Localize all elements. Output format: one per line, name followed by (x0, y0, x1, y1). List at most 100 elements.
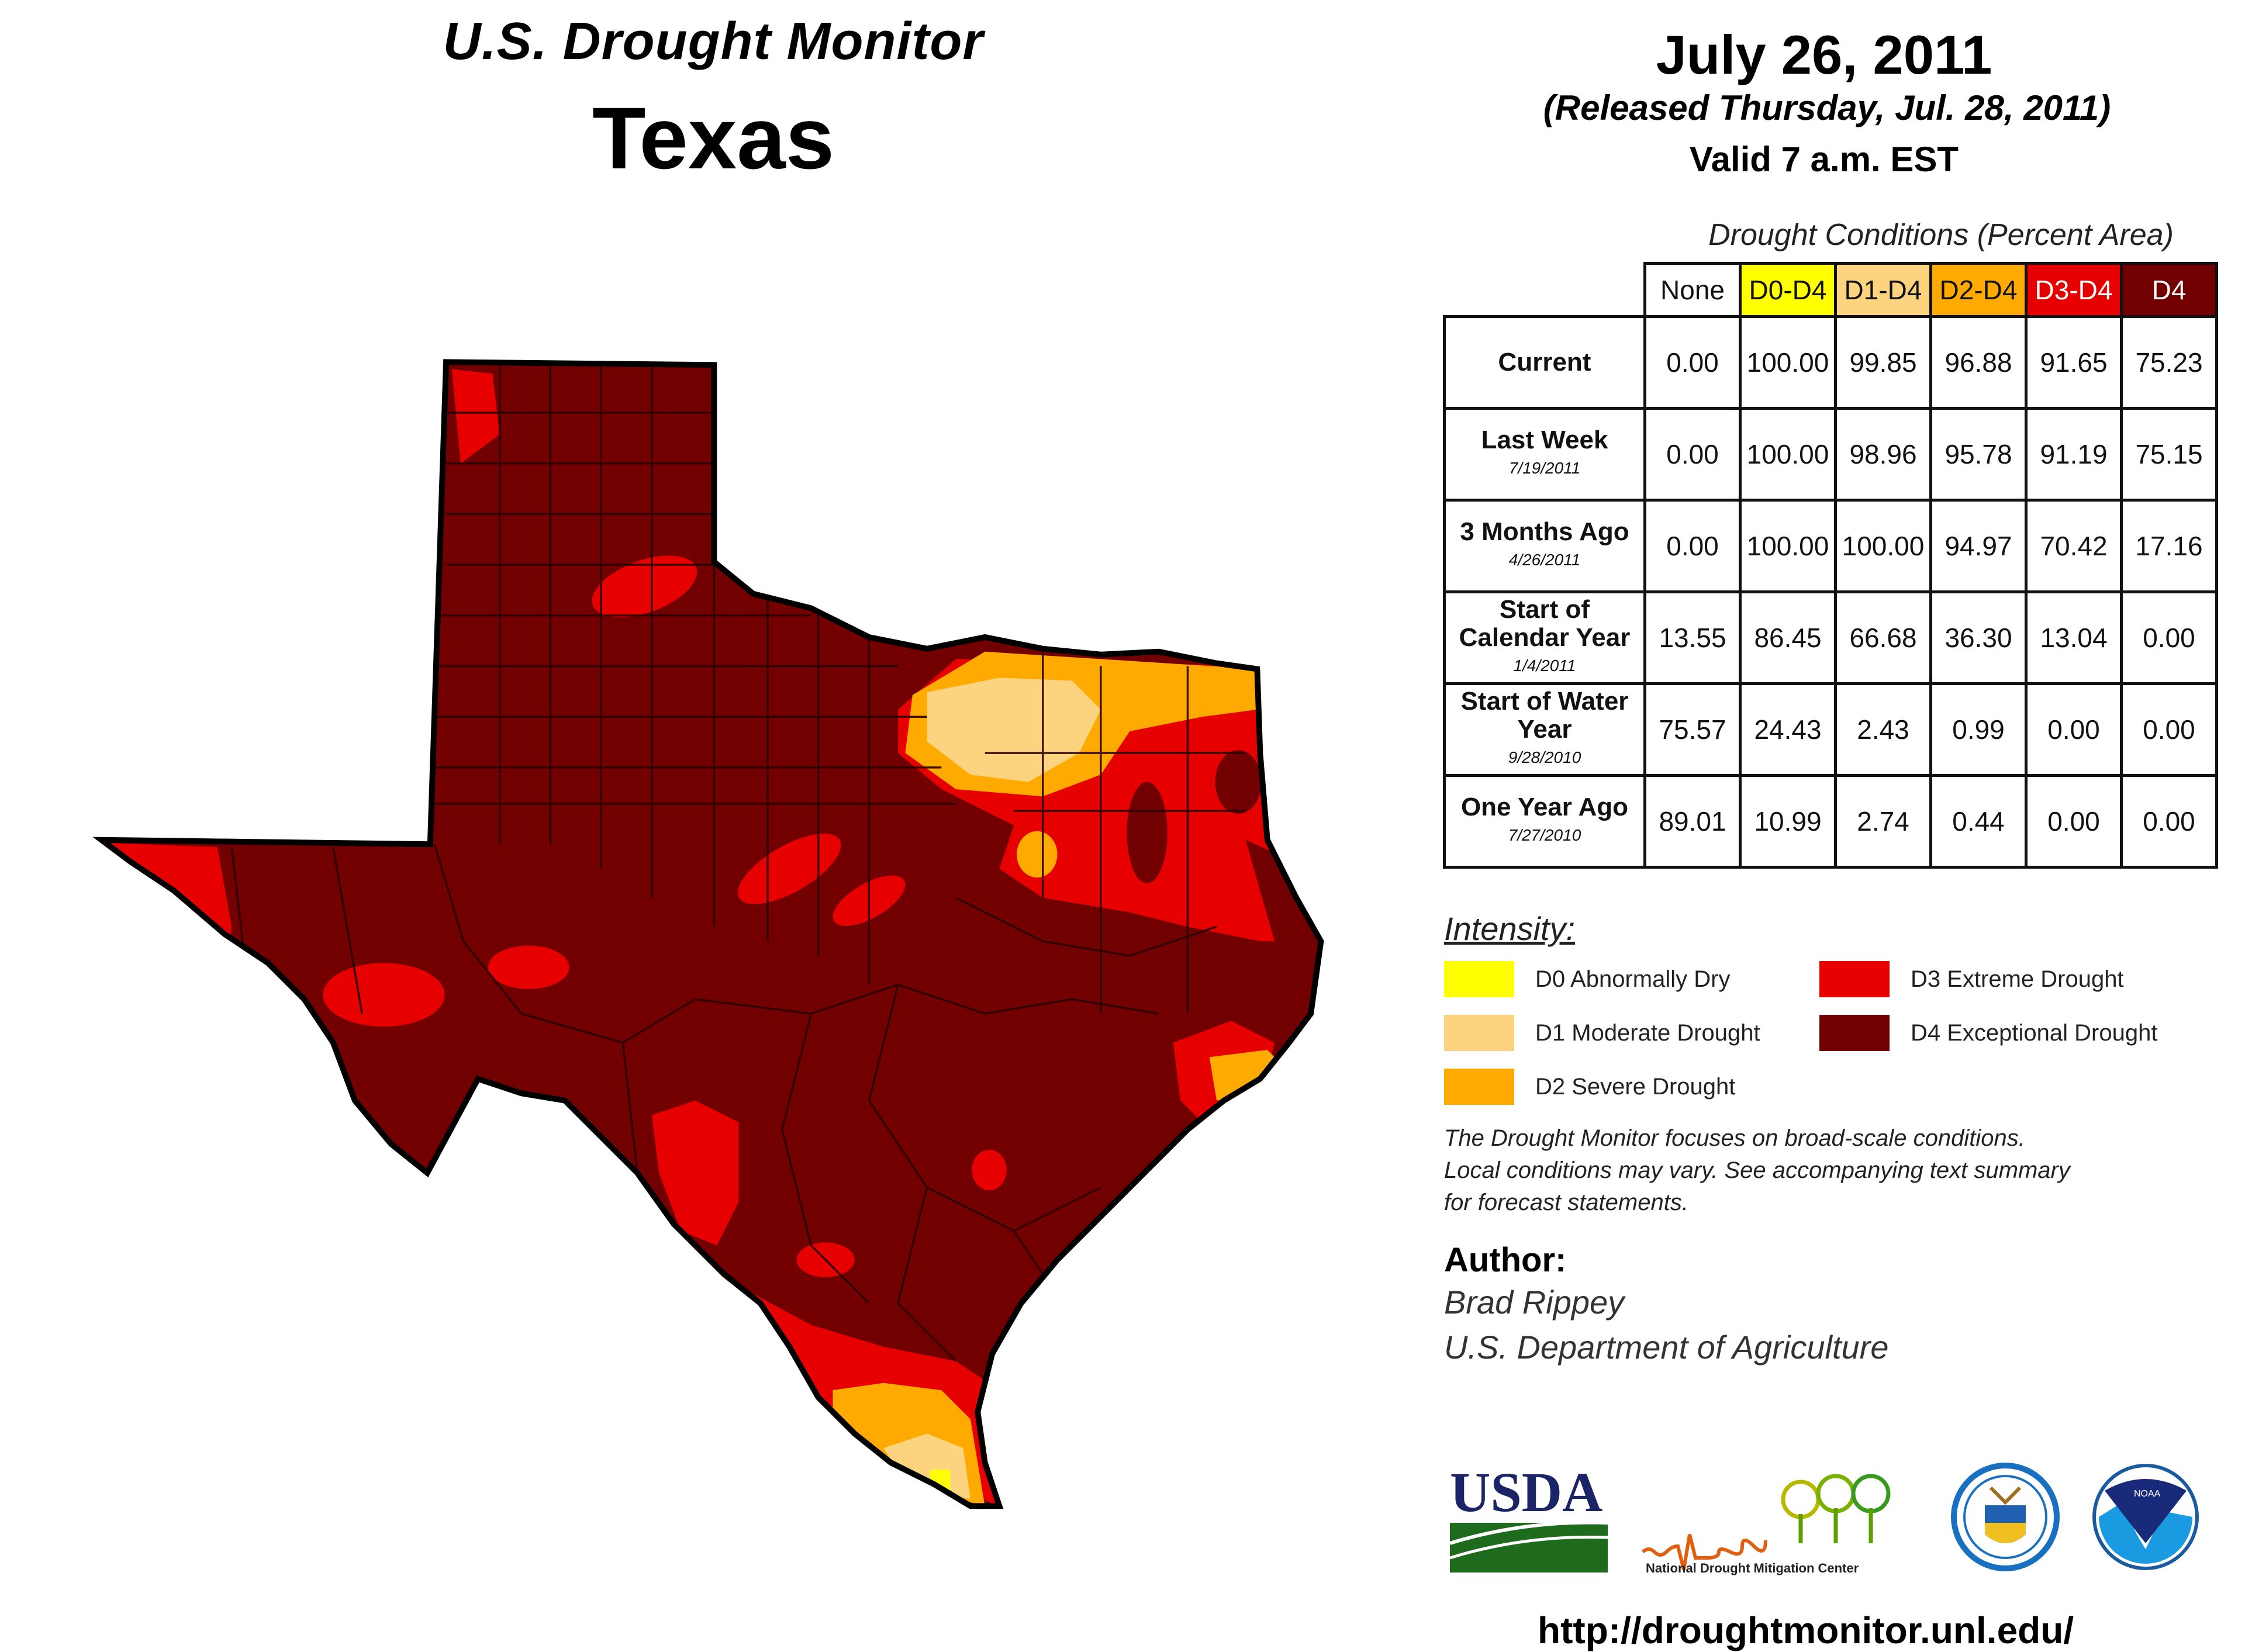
col-header-d2-d4: D2-D4 (1929, 262, 2028, 318)
legend-label: D3 Extreme Drought (1911, 966, 2124, 992)
col-header-d3-d4: D3-D4 (2025, 262, 2123, 318)
table-cell: 100.00 (1739, 407, 1837, 502)
table-cell: 24.43 (1739, 682, 1837, 777)
table-cell: 98.96 (1834, 407, 1932, 502)
table-cell: 94.97 (1929, 499, 2028, 593)
row-date: 4/26/2011 (1508, 551, 1581, 569)
row-label: Start of Water Year 9/28/2010 (1443, 682, 1646, 777)
table-cell: 99.85 (1834, 315, 1932, 410)
row-label: Current (1443, 315, 1646, 410)
page-title: U.S. Drought Monitor (443, 12, 984, 71)
table-cell: 100.00 (1834, 499, 1932, 593)
usda-logo-icon: USDA (1449, 1461, 1608, 1572)
table-cell: 66.68 (1834, 590, 1932, 685)
disclaimer-line: Local conditions may vary. See accompany… (1444, 1157, 2070, 1183)
header-blank-cell (1445, 264, 1645, 317)
table-cell: 86.45 (1739, 590, 1837, 685)
valid-time: Valid 7 a.m. EST (1689, 140, 1959, 179)
table-row: Current 0.00 100.00 99.85 96.88 91.65 75… (1443, 315, 2218, 410)
drought-conditions-table: None D0-D4 D1-D4 D2-D4 D3-D4 D4 Current … (1443, 262, 2218, 869)
table-cell: 0.44 (1929, 774, 2028, 869)
legend-item-d2: D2 Severe Drought (1444, 1069, 1735, 1105)
table-row: 3 Months Ago 4/26/2011 0.00 100.00 100.00… (1443, 499, 2218, 593)
table-cell: 0.00 (1643, 315, 1742, 410)
table-row: One Year Ago 7/27/2010 89.01 10.99 2.74 0… (1443, 774, 2218, 869)
author-name: Brad Rippey (1444, 1284, 1625, 1321)
legend-label: D1 Moderate Drought (1535, 1019, 1760, 1046)
row-date: 9/28/2010 (1508, 748, 1581, 766)
legend-item-d1: D1 Moderate Drought (1444, 1015, 1760, 1051)
table-row: Last Week 7/19/2011 0.00 100.00 98.96 95.… (1443, 407, 2218, 502)
table-row: Start of Water Year 9/28/2010 75.57 24.43… (1443, 682, 2218, 777)
table-cell: 75.23 (2120, 315, 2218, 410)
table-cell: 91.19 (2025, 407, 2123, 502)
table-cell: 100.00 (1739, 315, 1837, 410)
svg-text:USDA: USDA (1450, 1461, 1602, 1523)
row-label: Start of Calendar Year 1/4/2011 (1443, 590, 1646, 685)
legend-swatch-d2 (1444, 1069, 1514, 1105)
table-cell: 2.74 (1834, 774, 1932, 869)
ndmc-logo-icon: National Drought Mitigation Center (1641, 1474, 1891, 1575)
table-cell: 0.00 (1643, 499, 1742, 593)
legend-label: D2 Severe Drought (1535, 1073, 1736, 1100)
table-cell: 0.00 (2120, 682, 2218, 777)
row-label: One Year Ago 7/27/2010 (1443, 774, 1646, 869)
svg-text:NOAA: NOAA (2134, 1489, 2161, 1499)
row-date: 1/4/2011 (1513, 656, 1576, 675)
disclaimer-text: The Drought Monitor focuses on broad-sca… (1444, 1122, 2204, 1219)
table-cell: 0.00 (2120, 774, 2218, 869)
legend-label: D4 Exceptional Drought (1911, 1019, 2158, 1046)
table-cell: 13.55 (1643, 590, 1742, 685)
legend-title: Intensity: (1444, 910, 1576, 947)
table-cell: 75.15 (2120, 407, 2218, 502)
legend-swatch-d3 (1819, 961, 1890, 997)
legend-item-d4: D4 Exceptional Drought (1819, 1015, 2157, 1051)
legend-swatch-d4 (1819, 1015, 1890, 1051)
table-cell: 0.99 (1929, 682, 2028, 777)
table-cell: 95.78 (1929, 407, 2028, 502)
disclaimer-line: The Drought Monitor focuses on broad-sca… (1444, 1125, 2025, 1151)
row-label: Last Week 7/19/2011 (1443, 407, 1646, 502)
table-cell: 2.43 (1834, 682, 1932, 777)
table-cell: 36.30 (1929, 590, 2028, 685)
col-header-d4: D4 (2120, 262, 2218, 318)
table-caption: Drought Conditions (Percent Area) (1708, 218, 2174, 252)
row-date: 7/27/2010 (1508, 826, 1581, 844)
table-cell: 0.00 (2025, 774, 2123, 869)
table-cell: 13.04 (2025, 590, 2123, 685)
legend-swatch-d1 (1444, 1015, 1514, 1051)
col-header-none: None (1643, 262, 1742, 318)
table-cell: 17.16 (2120, 499, 2218, 593)
legend-item-d0: D0 Abnormally Dry (1444, 961, 1730, 997)
map-date: July 26, 2011 (1656, 24, 1992, 85)
row-date: 7/19/2011 (1508, 459, 1581, 477)
noaa-logo-icon: NOAA (2092, 1464, 2199, 1570)
partner-logos: USDA National Drought Mitigation Center … (1449, 1461, 2199, 1575)
svg-text:National Drought Mitigation Ce: National Drought Mitigation Center (1646, 1561, 1859, 1575)
table-cell: 100.00 (1739, 499, 1837, 593)
col-header-d0-d4: D0-D4 (1739, 262, 1837, 318)
table-row: Start of Calendar Year 1/4/2011 13.55 86.… (1443, 590, 2218, 685)
col-header-d1-d4: D1-D4 (1834, 262, 1932, 318)
release-date: (Released Thursday, Jul. 28, 2011) (1543, 88, 2111, 127)
row-label: 3 Months Ago 4/26/2011 (1443, 499, 1646, 593)
table-cell: 0.00 (2120, 590, 2218, 685)
table-cell: 0.00 (1643, 407, 1742, 502)
author-label: Author: (1444, 1241, 1567, 1279)
author-org: U.S. Department of Agriculture (1444, 1329, 1889, 1366)
disclaimer-line: for forecast statements. (1444, 1190, 1688, 1215)
table-cell: 0.00 (2025, 682, 2123, 777)
legend-label: D0 Abnormally Dry (1535, 966, 1731, 992)
commerce-seal-icon (1951, 1463, 2060, 1571)
table-cell: 91.65 (2025, 315, 2123, 410)
table-cell: 89.01 (1643, 774, 1742, 869)
legend-item-d3: D3 Extreme Drought (1819, 961, 2124, 997)
legend-swatch-d0 (1444, 961, 1514, 997)
table-cell: 10.99 (1739, 774, 1837, 869)
table-cell: 96.88 (1929, 315, 2028, 410)
table-cell: 70.42 (2025, 499, 2123, 593)
state-title: Texas (592, 89, 835, 187)
table-cell: 75.57 (1643, 682, 1742, 777)
footer-url-link[interactable]: http://droughtmonitor.unl.edu/ (1538, 1609, 2074, 1651)
